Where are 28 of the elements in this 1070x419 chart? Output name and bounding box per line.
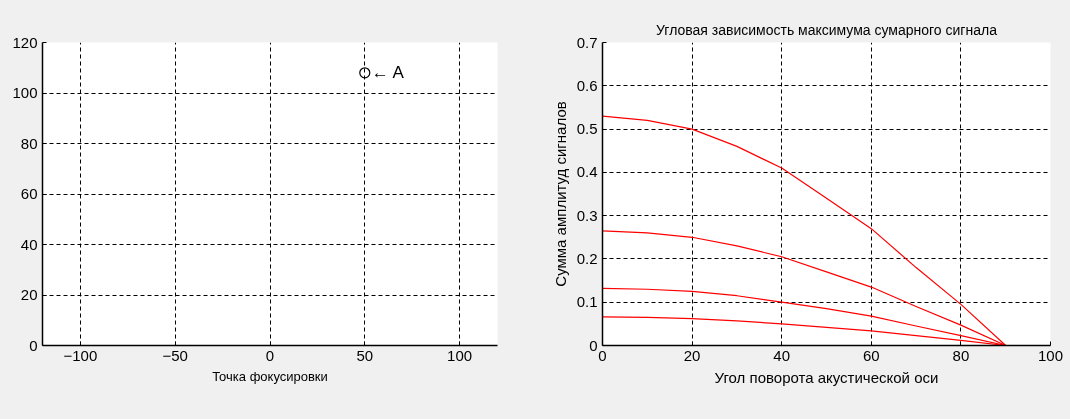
y-tick-label: 20 xyxy=(20,286,38,303)
chart-title: Угловая зависимость максимума сумарного сигнала xyxy=(656,21,998,38)
y-tick-label: 0.7 xyxy=(576,33,598,51)
y-tick-label: 80 xyxy=(20,134,38,152)
y-tick-label: 40 xyxy=(20,235,38,253)
y-tick-label: 0.4 xyxy=(576,163,598,181)
x-axis-title: Угол поворота акустической оси xyxy=(714,368,939,386)
x-tick-label: 60 xyxy=(862,346,880,364)
x-tick-label: 100 xyxy=(1037,346,1064,364)
y-tick-label: 0.3 xyxy=(576,206,598,224)
y-tick-label: 0.2 xyxy=(576,249,598,267)
y-axis-title: Сумма амплитуд сигналов xyxy=(551,101,569,287)
y-tick-label: 0.1 xyxy=(576,293,598,311)
x-tick-label: 20 xyxy=(683,346,701,364)
annotation: ← A xyxy=(371,63,405,83)
y-tick-label: 100 xyxy=(12,84,38,101)
x-tick-label: −100 xyxy=(63,346,98,364)
x-tick-label: 100 xyxy=(447,346,473,364)
x-axis-title: Точка фокусировки xyxy=(212,368,328,384)
y-tick-label: 0.5 xyxy=(576,120,598,138)
x-tick-label: 0 xyxy=(265,346,275,364)
x-tick-label: 50 xyxy=(356,346,374,364)
x-tick-label: −50 xyxy=(162,346,188,364)
y-tick-label: 0.6 xyxy=(576,76,598,94)
x-tick-label: 80 xyxy=(952,346,970,364)
x-tick-label: 40 xyxy=(773,346,791,364)
y-tick-label: 60 xyxy=(20,185,38,202)
y-tick-label: 120 xyxy=(12,33,38,51)
